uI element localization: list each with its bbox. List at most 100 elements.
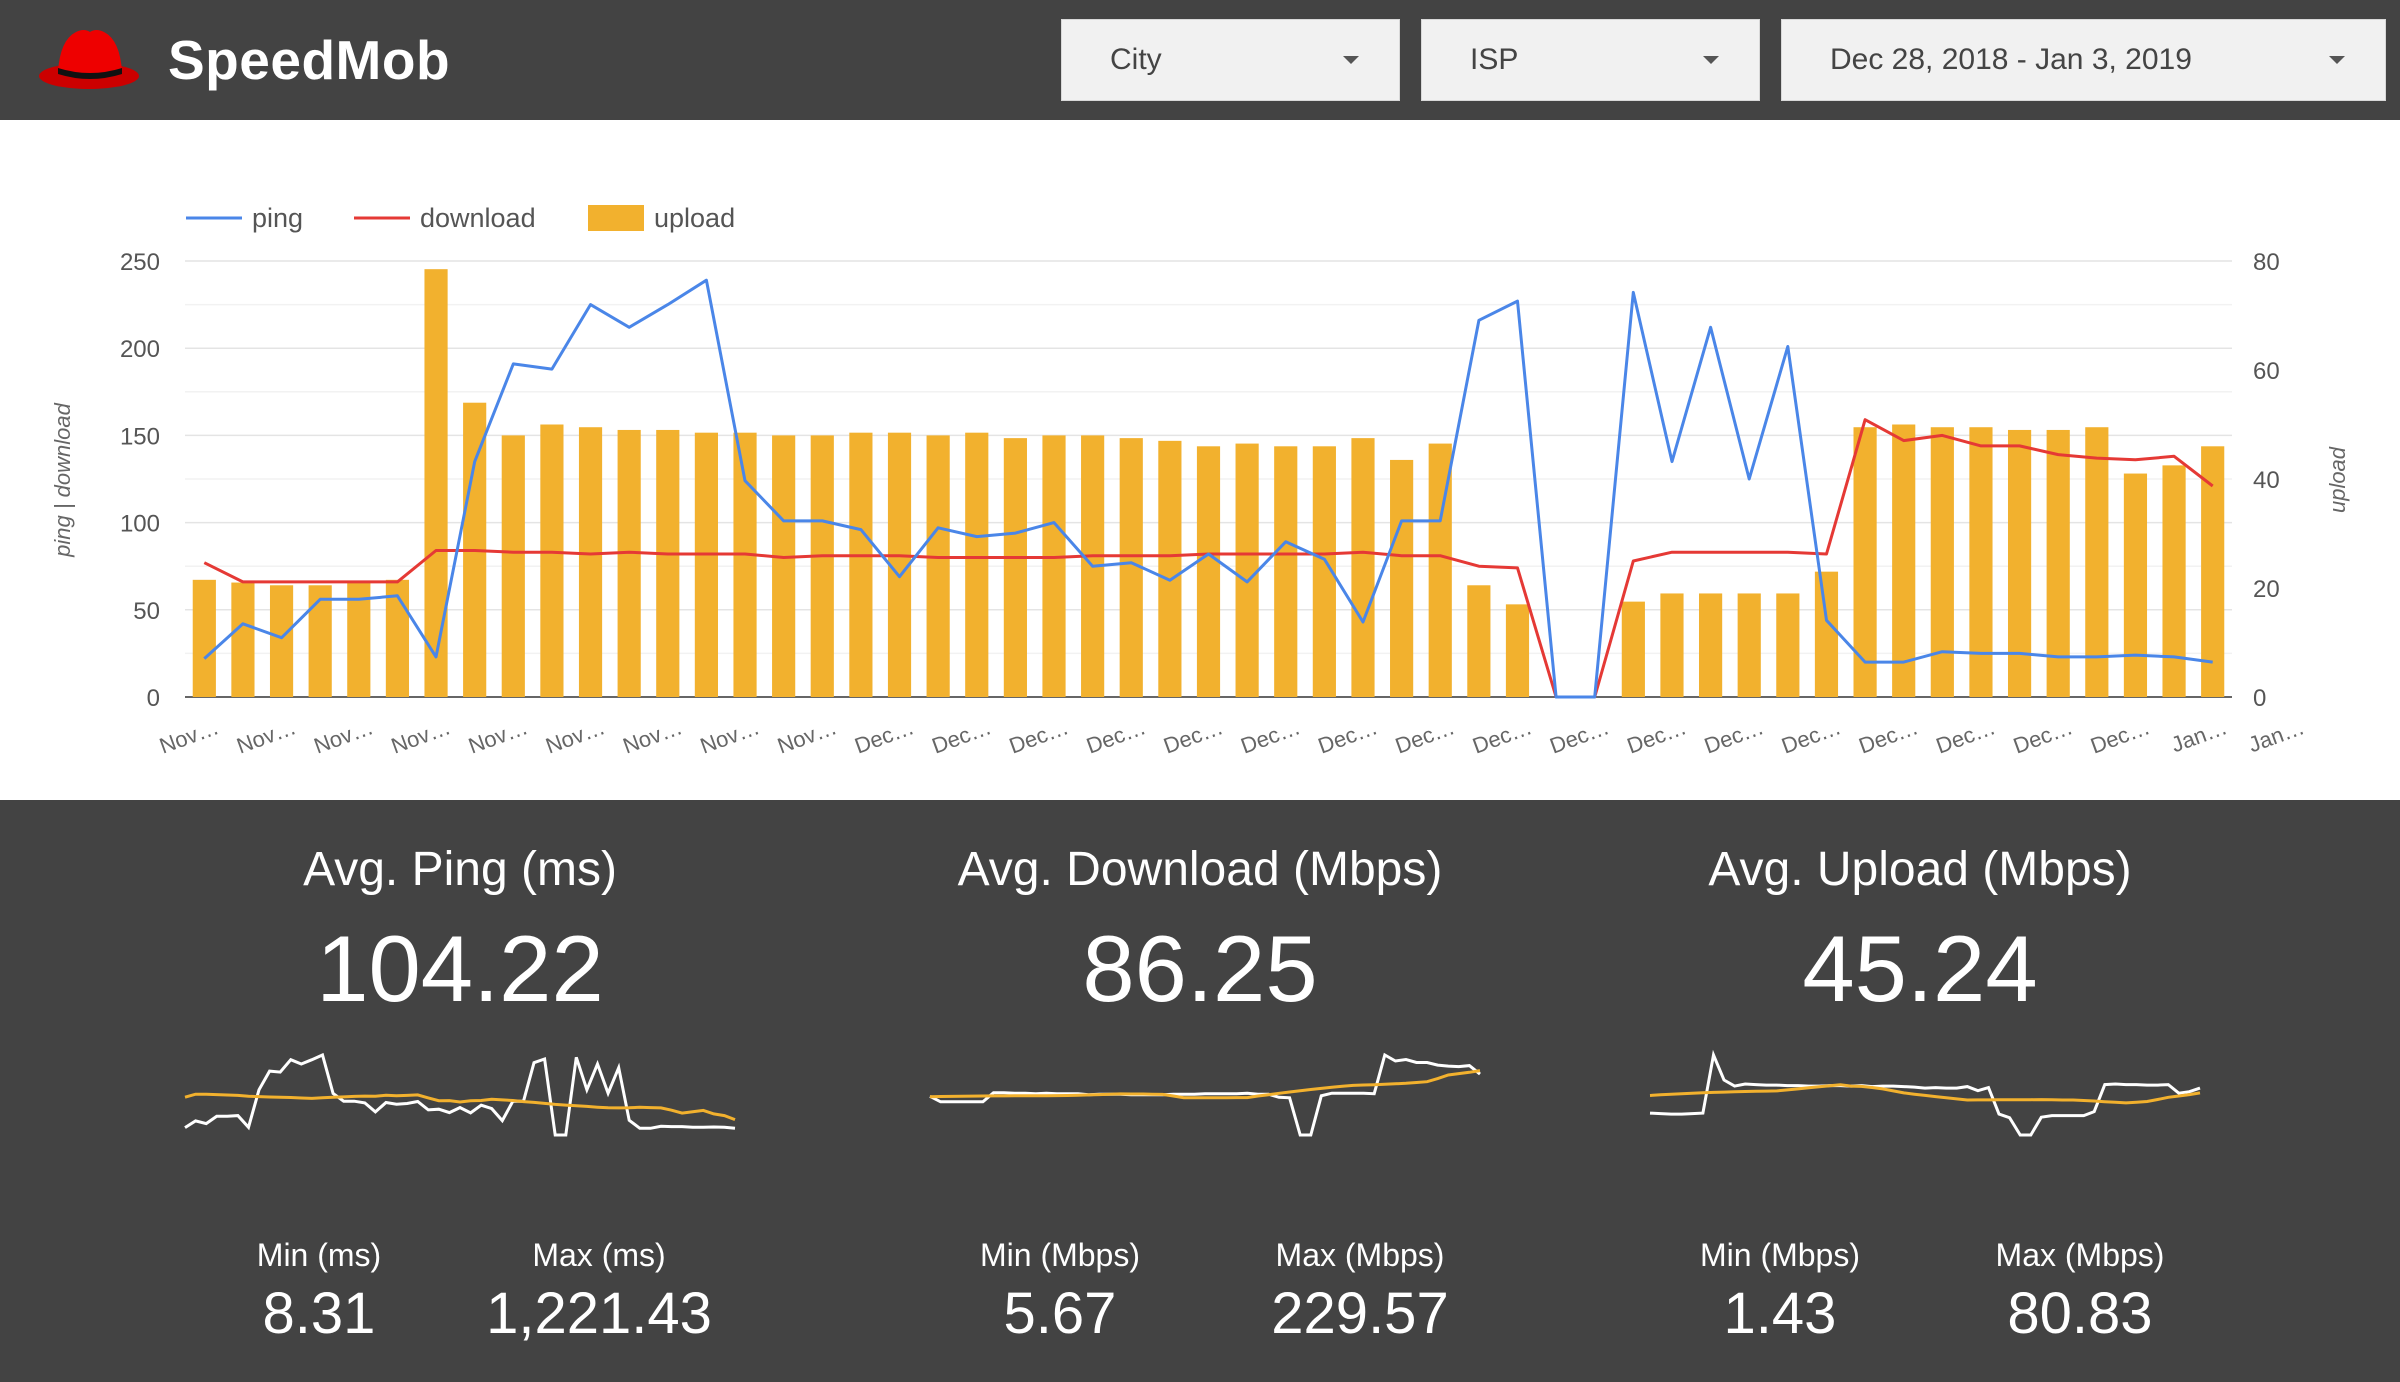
upload-bar	[1969, 427, 1993, 697]
upload-bar	[849, 432, 873, 697]
left-axis-tick-label: 150	[120, 423, 160, 450]
stat-min-value: 5.67	[1003, 1281, 1117, 1346]
x-axis-tick-label: Dec…	[1315, 714, 1381, 758]
stat-max-label: Max (ms)	[532, 1237, 666, 1273]
upload-bar	[1505, 604, 1530, 697]
x-axis-tick-label: Nov…	[311, 714, 377, 758]
x-axis-tick-label: Nov…	[465, 714, 531, 758]
legend-label: upload	[654, 203, 735, 233]
main-chart-panel: 0 50 100 150 200 250 0 20 40 60 80 ping | download u…	[0, 120, 2400, 800]
upload-bar	[733, 432, 757, 697]
sparkline-trend	[1649, 1083, 2201, 1105]
stat-max-label: Max (Mbps)	[1275, 1237, 1445, 1273]
upload-bar	[1930, 427, 1954, 697]
x-axis-tick-label: Jan…	[2168, 714, 2231, 757]
upload-bar	[965, 432, 989, 697]
download-stat-card: Avg. Download (Mbps) 86.25 Min (Mbps) 5.…	[800, 800, 1600, 1382]
x-axis-tick-label: Dec…	[1778, 714, 1844, 758]
chevron-down-icon	[1703, 56, 1719, 64]
city-filter-label: City	[1110, 43, 1162, 76]
x-axis-tick-label: Dec…	[1933, 714, 1999, 758]
x-axis-tick-label: Nov…	[697, 714, 763, 758]
stat-title: Avg. Download (Mbps)	[957, 843, 1443, 896]
stat-min-label: Min (Mbps)	[1699, 1237, 1860, 1273]
upload-bar	[1699, 593, 1723, 697]
upload-bar	[1467, 585, 1491, 697]
isp-filter-dropdown[interactable]: ISP	[1421, 19, 1760, 101]
ping-line	[203, 278, 2213, 699]
upload-sparkline	[1649, 1049, 2201, 1137]
ping-sparkline	[184, 1052, 736, 1137]
x-axis-tick-label: Nov…	[620, 714, 686, 758]
upload-bar	[810, 435, 834, 697]
stats-panel: Avg. Ping (ms) 104.22 Min (ms) 8.31 Max …	[0, 800, 2400, 1382]
upload-bar	[347, 582, 371, 697]
brand: SpeedMob	[34, 18, 450, 102]
upload-bar	[2162, 465, 2186, 697]
stat-max-value: 1,221.43	[486, 1281, 712, 1346]
sparkline-series	[929, 1052, 1481, 1137]
upload-bar	[1312, 446, 1336, 697]
upload-bar	[2007, 429, 2032, 697]
upload-bar	[1235, 443, 1259, 697]
sparkline-trend	[184, 1092, 736, 1122]
sparkline-series	[1649, 1049, 2201, 1137]
date-range-picker[interactable]: Dec 28, 2018 - Jan 3, 2019	[1781, 19, 2386, 101]
upload-bar	[308, 585, 332, 697]
upload-bar	[1776, 593, 1800, 697]
upload-bar	[1390, 459, 1414, 697]
x-axis-tick-label: Dec…	[1237, 714, 1303, 758]
upload-bar	[1119, 438, 1143, 697]
x-axis-tick-label: Nov…	[542, 714, 608, 758]
x-axis-tick-label: Nov…	[388, 714, 454, 758]
upload-bar	[1892, 424, 1916, 697]
city-filter-dropdown[interactable]: City	[1061, 19, 1400, 101]
chevron-down-icon	[1343, 56, 1359, 64]
left-axis-tick-label: 50	[133, 598, 160, 625]
upload-bar	[1737, 593, 1761, 697]
x-axis-tick-label: Dec…	[1083, 714, 1149, 758]
speed-combo-chart: 0 50 100 150 200 250 0 20 40 60 80 ping | download u…	[50, 203, 2350, 759]
stat-value: 104.22	[316, 916, 604, 1021]
right-axis-title: upload	[2325, 446, 2350, 513]
x-axis-tick-label: Dec…	[1469, 714, 1535, 758]
right-axis-tick-label: 60	[2253, 358, 2280, 385]
upload-bar	[1274, 446, 1298, 697]
upload-stat-card: Avg. Upload (Mbps) 45.24 Min (Mbps) 1.43…	[1520, 800, 2320, 1382]
upload-bar	[424, 269, 448, 697]
legend-label: ping	[252, 203, 303, 233]
stat-min-label: Min (ms)	[256, 1237, 382, 1273]
upload-bar	[2201, 446, 2225, 697]
download-sparkline	[929, 1052, 1481, 1137]
upload-bar	[578, 427, 603, 697]
upload-bar	[1660, 593, 1684, 697]
upload-bar	[192, 579, 216, 697]
red-hat-icon	[39, 30, 139, 89]
right-axis-tick-label: 40	[2253, 467, 2280, 494]
upload-bar	[1158, 440, 1182, 697]
upload-bar	[694, 432, 718, 697]
upload-bar	[1003, 438, 1027, 697]
x-axis-tick-label: Dec…	[1701, 714, 1767, 758]
stat-title: Avg. Ping (ms)	[303, 843, 617, 896]
stat-value: 86.25	[1082, 916, 1318, 1021]
upload-bar	[1428, 443, 1452, 697]
x-axis-tick-label: Jan…	[2245, 714, 2308, 757]
upload-bar	[1853, 427, 1877, 697]
left-axis-tick-label: 250	[120, 249, 160, 276]
sparkline-trend	[929, 1069, 1481, 1100]
upload-bar	[656, 429, 680, 697]
sparkline-series	[184, 1052, 736, 1137]
right-axis-tick-label: 80	[2253, 249, 2280, 276]
left-axis-tick-label: 200	[120, 336, 160, 363]
x-axis-tick-label: Nov…	[156, 714, 222, 758]
ping-stat-card: Avg. Ping (ms) 104.22 Min (ms) 8.31 Max …	[60, 800, 860, 1382]
top-bar: SpeedMob City ISP Dec 28, 2018 - Jan 3, …	[0, 0, 2400, 120]
upload-bar	[926, 435, 950, 697]
x-axis-tick-label: Dec…	[1392, 714, 1458, 758]
x-axis-tick-label: Dec…	[1006, 714, 1072, 758]
upload-bar	[540, 424, 564, 697]
x-axis-tick-label: Nov…	[233, 714, 299, 758]
upload-bar	[2085, 427, 2109, 697]
upload-bar	[772, 435, 796, 697]
